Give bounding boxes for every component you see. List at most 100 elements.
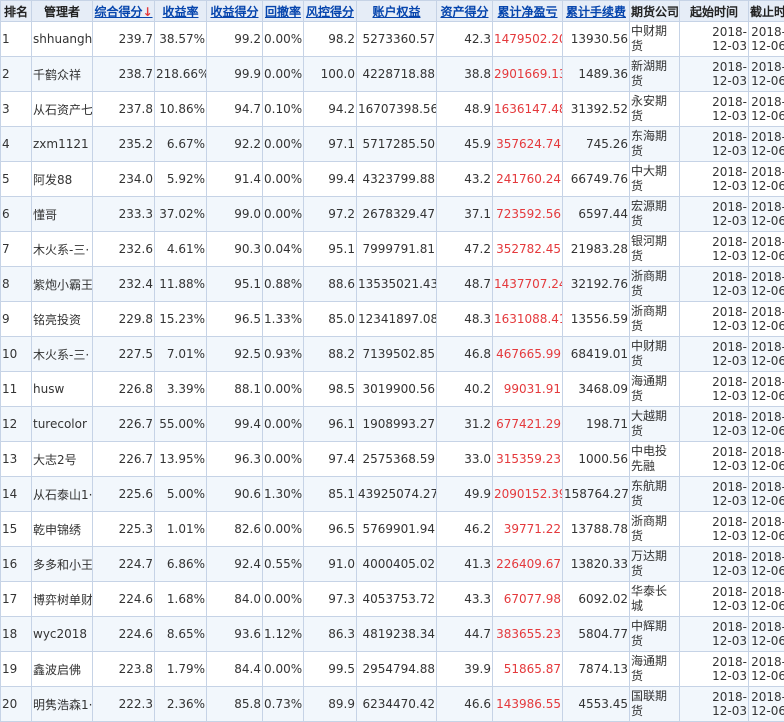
header-net-profit-sort[interactable]: 累计净盈亏 xyxy=(493,1,563,22)
end-time-cell: 2018-12-06 xyxy=(749,512,784,547)
company-cell: 国联期货 xyxy=(630,687,680,722)
asset-score-cell: 48.7 xyxy=(437,267,493,302)
start-time-cell-monthday: 12-03 xyxy=(681,284,747,298)
manager-link[interactable]: 博弈树单财 xyxy=(32,582,93,617)
return-rate-cell: 13.95% xyxy=(155,442,207,477)
manager-link[interactable]: 铭亮投资 xyxy=(32,302,93,337)
score-cell: 237.8 xyxy=(93,92,155,127)
equity-cell: 43925074.27 xyxy=(357,477,437,512)
start-time-cell-year: 2018- xyxy=(681,270,747,284)
score-cell: 233.3 xyxy=(93,197,155,232)
header-equity-sort[interactable]: 账户权益 xyxy=(357,1,437,22)
header-return-score-sort[interactable]: 收益得分 xyxy=(207,1,263,22)
company-cell: 海通期货 xyxy=(630,652,680,687)
drawdown-cell: 0.93% xyxy=(263,337,304,372)
risk-score-cell: 91.0 xyxy=(304,547,357,582)
end-time-cell-year: 2018- xyxy=(750,305,784,319)
header-score-sort[interactable]: 综合得分↓ xyxy=(93,1,155,22)
header-risk-score-sort[interactable]: 风控得分 xyxy=(304,1,357,22)
manager-link[interactable]: 明隽浩森1· xyxy=(32,687,93,722)
company-cell: 华泰长城 xyxy=(630,582,680,617)
rank-cell: 3 xyxy=(1,92,32,127)
score-cell: 235.2 xyxy=(93,127,155,162)
header-asset-score-sort[interactable]: 资产得分 xyxy=(437,1,493,22)
return-rate-cell: 3.39% xyxy=(155,372,207,407)
manager-link[interactable]: 紫炮小霸王 xyxy=(32,267,93,302)
rank-cell: 15 xyxy=(1,512,32,547)
rank-cell: 4 xyxy=(1,127,32,162)
asset-score-cell: 41.3 xyxy=(437,547,493,582)
asset-score-cell: 48.9 xyxy=(437,92,493,127)
drawdown-cell: 0.00% xyxy=(263,57,304,92)
asset-score-cell: 40.2 xyxy=(437,372,493,407)
manager-link[interactable]: 懂哥 xyxy=(32,197,93,232)
manager-link[interactable]: wyc2018 xyxy=(32,617,93,652)
fees-cell: 21983.28 xyxy=(563,232,630,267)
manager-link[interactable]: 鑫波启佛 xyxy=(32,652,93,687)
asset-score-cell: 43.3 xyxy=(437,582,493,617)
fees-cell: 7874.13 xyxy=(563,652,630,687)
return-rate-cell: 38.57% xyxy=(155,22,207,57)
net-profit-cell: 241760.24 xyxy=(493,162,563,197)
header-return-rate-sort[interactable]: 收益率 xyxy=(155,1,207,22)
start-time-cell-year: 2018- xyxy=(681,445,747,459)
manager-link[interactable]: 多多和小王 xyxy=(32,547,93,582)
return-score-cell: 96.5 xyxy=(207,302,263,337)
header-drawdown-sort[interactable]: 回撤率 xyxy=(263,1,304,22)
manager-link[interactable]: 木火系-三· xyxy=(32,337,93,372)
net-profit-cell: 315359.23 xyxy=(493,442,563,477)
risk-score-cell: 89.9 xyxy=(304,687,357,722)
end-time-cell-year: 2018- xyxy=(750,375,784,389)
end-time-cell-monthday: 12-06 xyxy=(750,634,784,648)
start-time-cell-year: 2018- xyxy=(681,480,747,494)
start-time-cell-monthday: 12-03 xyxy=(681,214,747,228)
manager-link[interactable]: 大志2号 xyxy=(32,442,93,477)
end-time-cell: 2018-12-06 xyxy=(749,547,784,582)
equity-cell: 5273360.57 xyxy=(357,22,437,57)
start-time-cell-year: 2018- xyxy=(681,375,747,389)
net-profit-cell: 357624.74 xyxy=(493,127,563,162)
manager-link[interactable]: 千鹤众祥 xyxy=(32,57,93,92)
score-cell: 224.6 xyxy=(93,582,155,617)
end-time-cell: 2018-12-06 xyxy=(749,582,784,617)
company-cell: 万达期货 xyxy=(630,547,680,582)
manager-link[interactable]: 从石泰山1· xyxy=(32,477,93,512)
start-time-cell: 2018-12-03 xyxy=(680,232,749,267)
manager-link[interactable]: husw xyxy=(32,372,93,407)
return-rate-cell: 6.67% xyxy=(155,127,207,162)
equity-cell: 5769901.94 xyxy=(357,512,437,547)
header-fees-sort[interactable]: 累计手续费 xyxy=(563,1,630,22)
return-score-cell: 99.4 xyxy=(207,407,263,442)
company-cell: 东海期货 xyxy=(630,127,680,162)
manager-link[interactable]: shhuangh xyxy=(32,22,93,57)
manager-link[interactable]: 从石资产七 xyxy=(32,92,93,127)
company-cell: 永安期货 xyxy=(630,92,680,127)
score-cell: 232.4 xyxy=(93,267,155,302)
manager-link[interactable]: 乾申锦绣 xyxy=(32,512,93,547)
return-rate-cell: 4.61% xyxy=(155,232,207,267)
manager-link[interactable]: turecolor xyxy=(32,407,93,442)
rank-cell: 19 xyxy=(1,652,32,687)
end-time-cell-year: 2018- xyxy=(750,95,784,109)
fees-cell: 13788.78 xyxy=(563,512,630,547)
return-score-cell: 92.5 xyxy=(207,337,263,372)
start-time-cell-year: 2018- xyxy=(681,165,747,179)
equity-cell: 3019900.56 xyxy=(357,372,437,407)
return-score-cell: 91.4 xyxy=(207,162,263,197)
manager-link[interactable]: 阿发88 xyxy=(32,162,93,197)
company-cell: 大越期货 xyxy=(630,407,680,442)
start-time-cell-year: 2018- xyxy=(681,340,747,354)
company-cell: 中财期货 xyxy=(630,22,680,57)
manager-link[interactable]: zxm1121 xyxy=(32,127,93,162)
manager-link[interactable]: 木火系-三· xyxy=(32,232,93,267)
end-time-cell-year: 2018- xyxy=(750,270,784,284)
end-time-cell-monthday: 12-06 xyxy=(750,459,784,473)
start-time-cell-monthday: 12-03 xyxy=(681,634,747,648)
drawdown-cell: 0.00% xyxy=(263,197,304,232)
fees-cell: 13820.33 xyxy=(563,547,630,582)
return-rate-cell: 10.86% xyxy=(155,92,207,127)
